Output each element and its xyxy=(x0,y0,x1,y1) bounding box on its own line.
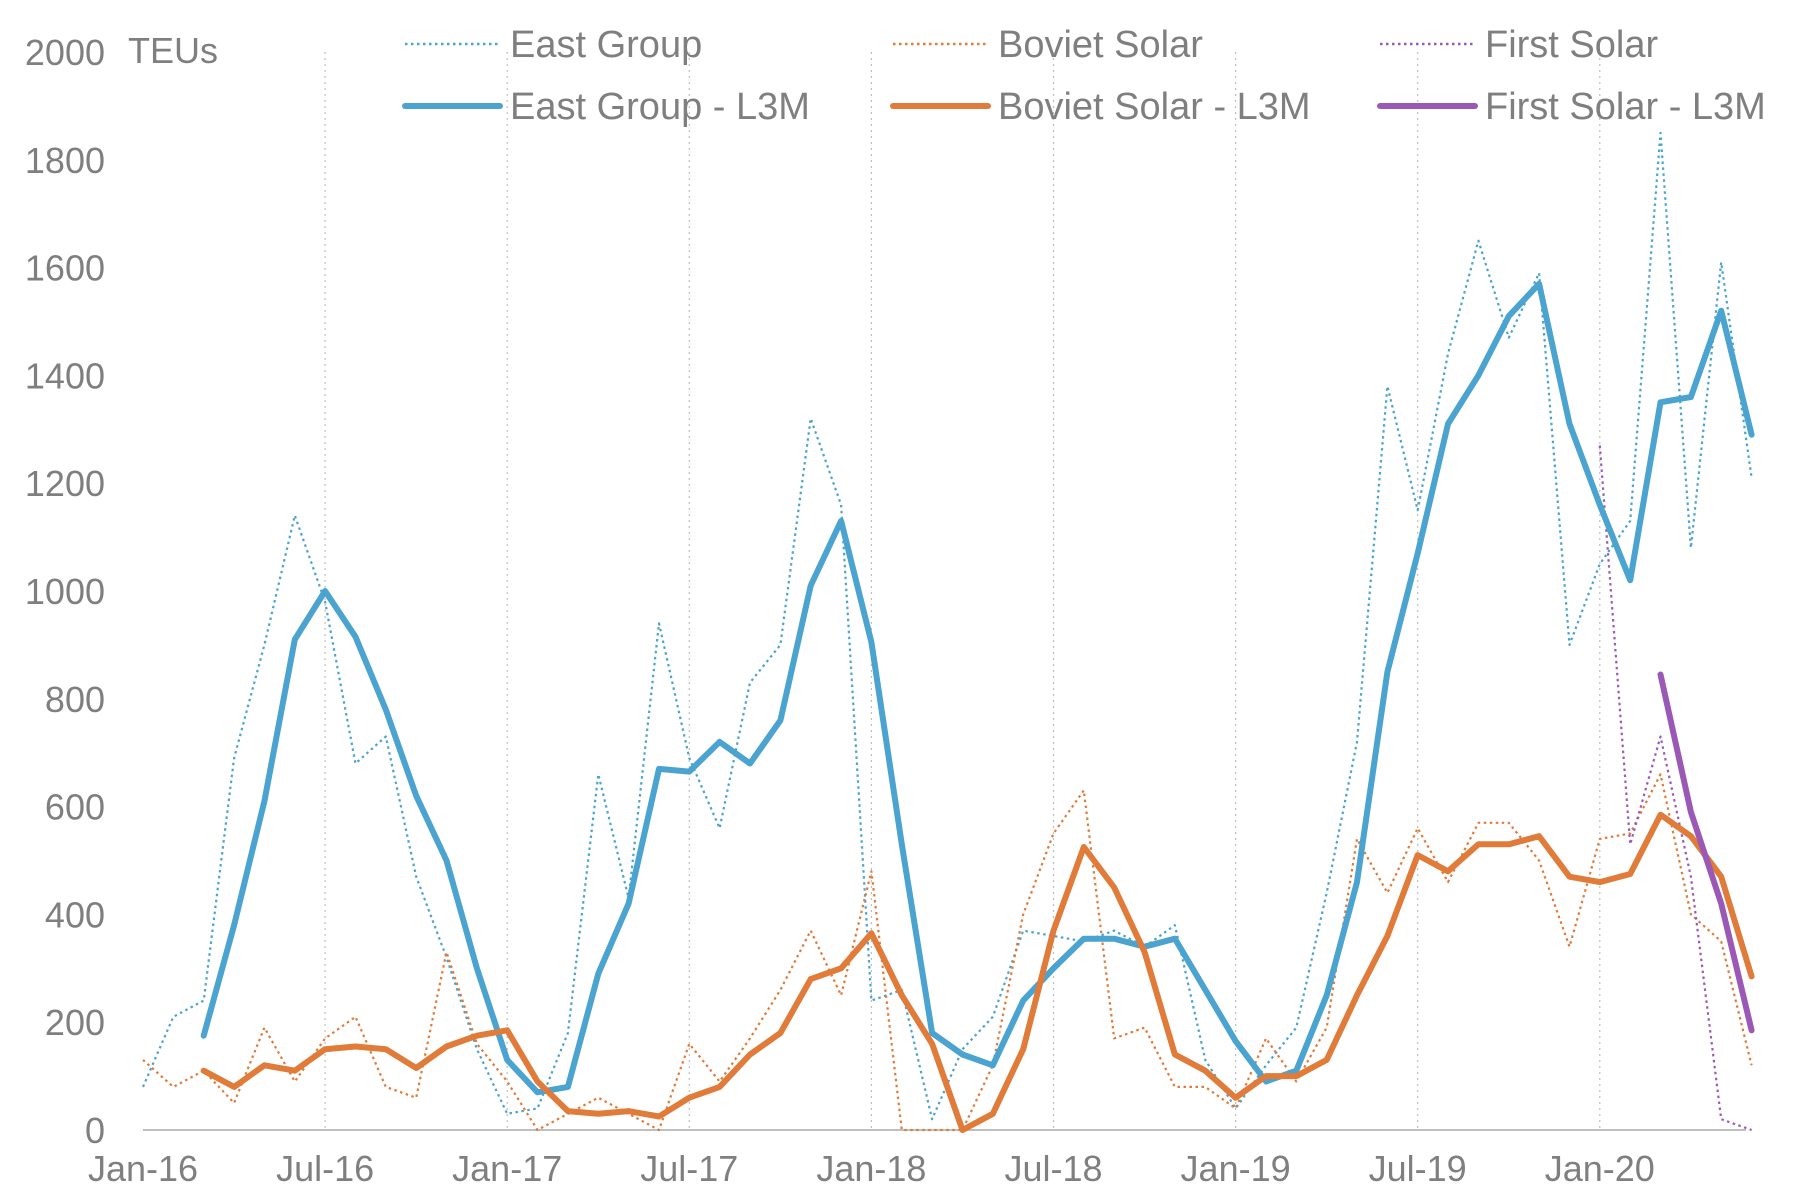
x-tick-label: Jul-18 xyxy=(1004,1148,1102,1189)
series-line-first-solar-l3m xyxy=(1657,671,1755,1034)
y-tick-label: 1600 xyxy=(25,248,105,289)
x-tick-label: Jul-16 xyxy=(276,1148,374,1189)
legend-label: First Solar - L3M xyxy=(1485,86,1766,128)
legend-entry-first-solar-l3m: First Solar - L3M xyxy=(1377,86,1766,128)
legend-label: First Solar xyxy=(1485,24,1658,66)
series-line-boviet-solar xyxy=(142,773,1753,1132)
axes: 0 200 400 600 800 1000 1200 1400 1600 1800 2000 Jan… xyxy=(25,32,1746,1189)
x-tick-label: Jan-17 xyxy=(452,1148,562,1189)
y-tick-label: 0 xyxy=(85,1110,105,1151)
legend-entry-boviet-solar-l3m: Boviet Solar - L3M xyxy=(890,86,1311,128)
series-line-boviet-solar-l3m xyxy=(200,811,1755,1133)
legend-entry-boviet-solar: Boviet Solar xyxy=(893,24,1203,66)
series-line-east-group xyxy=(141,131,1753,1121)
legend-label: Boviet Solar xyxy=(998,24,1203,66)
y-tick-label: 2000 xyxy=(25,32,105,73)
y-tick-label: 800 xyxy=(45,679,105,720)
x-tick-label: Jul-17 xyxy=(640,1148,738,1189)
x-tick-label: Jan-20 xyxy=(1545,1148,1655,1189)
y-tick-label: 600 xyxy=(45,787,105,828)
legend-entry-first-solar: First Solar xyxy=(1380,24,1658,66)
y-tick-label: 400 xyxy=(45,894,105,935)
series-layer xyxy=(141,131,1755,1133)
series-line-first-solar xyxy=(1598,445,1752,1132)
series-line-east-group-l3m xyxy=(200,280,1755,1096)
legend-entry-east-group: East Group xyxy=(405,24,702,66)
x-tick-label: Jul-19 xyxy=(1369,1148,1467,1189)
y-tick-label: 1000 xyxy=(25,571,105,612)
legend-label: East Group - L3M xyxy=(510,86,810,128)
x-tick-label: Jan-19 xyxy=(1181,1148,1291,1189)
legend: East Group Boviet Solar First Solar East Gr… xyxy=(402,24,1766,128)
y-tick-label: 200 xyxy=(45,1002,105,1043)
x-tick-label: Jan-16 xyxy=(88,1148,198,1189)
x-tick-label: Jan-18 xyxy=(816,1148,926,1189)
legend-label: Boviet Solar - L3M xyxy=(998,86,1311,128)
y-tick-label: 1400 xyxy=(25,355,105,396)
legend-label: East Group xyxy=(510,24,702,66)
legend-entry-east-group-l3m: East Group - L3M xyxy=(402,86,810,128)
y-tick-label: 1800 xyxy=(25,140,105,181)
y-axis-unit-label: TEUs xyxy=(128,30,218,71)
y-tick-label: 1200 xyxy=(25,463,105,504)
